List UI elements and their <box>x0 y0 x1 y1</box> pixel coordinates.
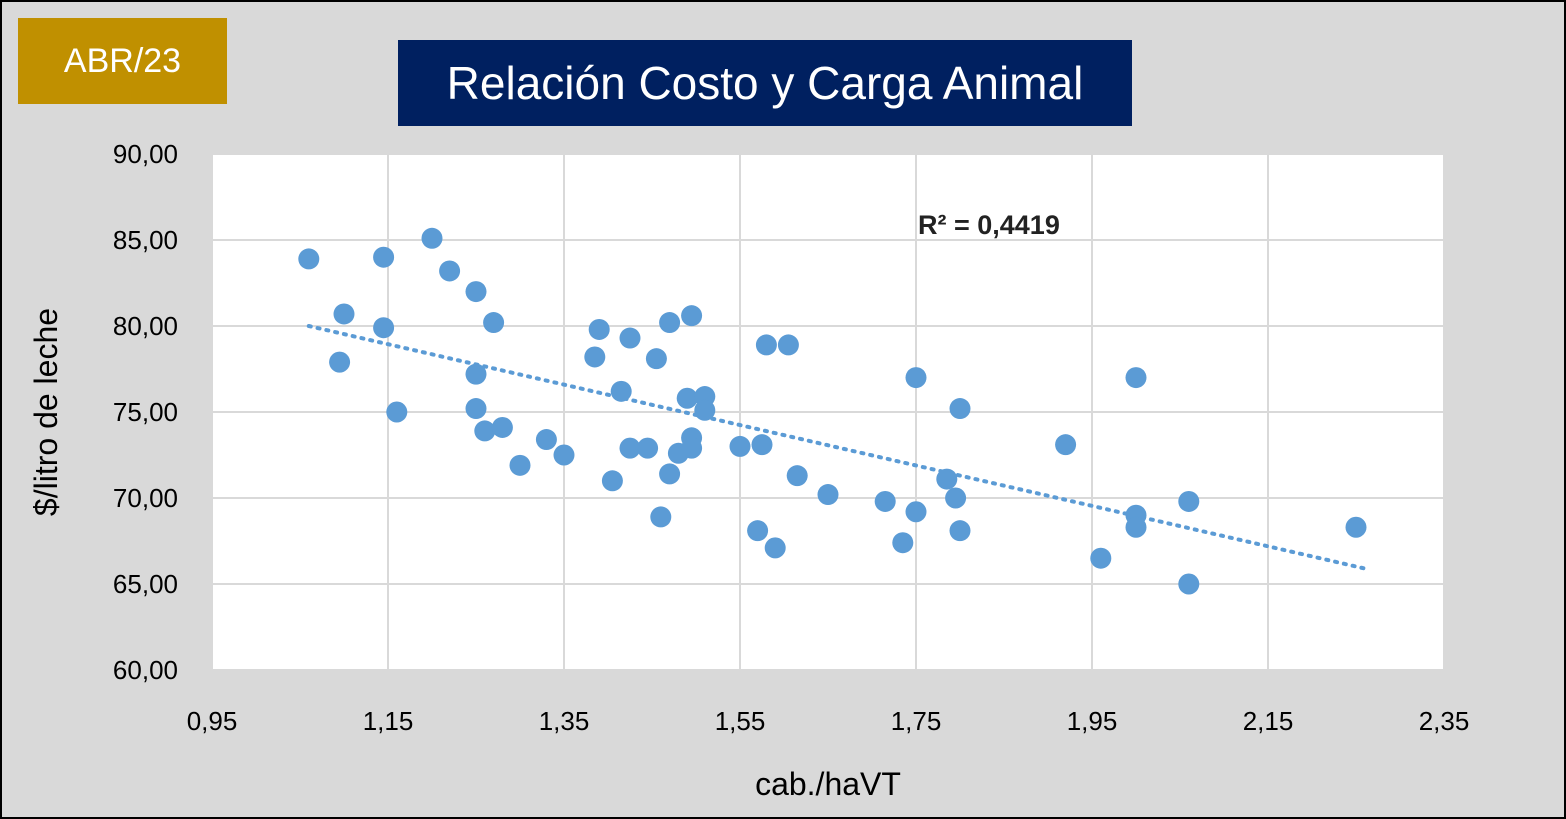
data-points <box>298 227 1367 595</box>
data-point <box>439 260 461 282</box>
data-point <box>474 420 496 442</box>
data-point <box>619 437 641 459</box>
data-point <box>945 487 967 509</box>
y-tick-label: 60,00 <box>113 655 178 685</box>
trendline <box>306 324 1367 571</box>
data-point <box>610 380 632 402</box>
data-point <box>1125 516 1147 538</box>
x-tick-labels: 0,95 1,15 1,35 1,55 1,75 1,95 2,15 2,35 <box>187 706 1470 736</box>
data-point <box>1090 547 1112 569</box>
data-point <box>729 435 751 457</box>
data-point <box>659 463 681 485</box>
x-tick-label: 1,95 <box>1067 706 1118 736</box>
data-point <box>892 532 914 554</box>
data-point <box>1345 516 1367 538</box>
data-point <box>619 327 641 349</box>
data-point <box>949 398 971 420</box>
data-point <box>421 227 443 249</box>
data-point <box>1055 434 1077 456</box>
data-point <box>645 348 667 370</box>
data-point <box>874 490 896 512</box>
data-point <box>584 346 606 368</box>
data-point <box>905 367 927 389</box>
data-point <box>373 317 395 339</box>
x-tick-label: 2,35 <box>1419 706 1470 736</box>
data-point <box>535 429 557 451</box>
data-point <box>1178 573 1200 595</box>
x-tick-label: 1,75 <box>891 706 942 736</box>
r-squared-annotation: R² = 0,4419 <box>918 210 1060 240</box>
data-point <box>755 334 777 356</box>
trendline-path <box>306 324 1367 571</box>
y-axis-title: $/litro de leche <box>28 308 64 516</box>
data-point <box>777 334 799 356</box>
x-axis-title: cab./haVT <box>755 766 901 802</box>
data-point <box>333 303 355 325</box>
y-tick-label: 75,00 <box>113 397 178 427</box>
data-point <box>298 248 320 270</box>
data-point <box>601 470 623 492</box>
chart-title: Relación Costo y Carga Animal <box>398 40 1132 126</box>
data-point <box>1125 367 1147 389</box>
y-tick-label: 65,00 <box>113 569 178 599</box>
data-point <box>491 416 513 438</box>
data-point <box>659 312 681 334</box>
data-point <box>905 501 927 523</box>
y-tick-label: 70,00 <box>113 483 178 513</box>
x-tick-label: 1,55 <box>715 706 766 736</box>
data-point <box>637 437 659 459</box>
y-tick-label: 80,00 <box>113 311 178 341</box>
data-point <box>509 454 531 476</box>
data-point <box>386 401 408 423</box>
y-tick-label: 90,00 <box>113 139 178 169</box>
data-point <box>764 537 786 559</box>
data-point <box>553 444 575 466</box>
data-point <box>681 437 703 459</box>
data-point <box>588 318 610 340</box>
data-point <box>465 363 487 385</box>
data-point <box>936 468 958 490</box>
data-point <box>751 434 773 456</box>
data-point <box>465 281 487 303</box>
x-tick-label: 0,95 <box>187 706 238 736</box>
period-badge: ABR/23 <box>18 18 227 104</box>
data-point <box>373 246 395 268</box>
data-point <box>650 506 672 528</box>
data-point <box>817 484 839 506</box>
x-tick-label: 1,15 <box>363 706 414 736</box>
data-point <box>1178 490 1200 512</box>
data-point <box>676 387 698 409</box>
data-point <box>747 520 769 542</box>
gridlines <box>211 153 1445 671</box>
data-point <box>681 305 703 327</box>
data-point <box>786 465 808 487</box>
data-point <box>694 399 716 421</box>
data-point <box>483 312 505 334</box>
x-tick-label: 2,15 <box>1243 706 1294 736</box>
x-tick-label: 1,35 <box>539 706 590 736</box>
y-tick-label: 85,00 <box>113 225 178 255</box>
data-point <box>465 398 487 420</box>
y-tick-labels: 90,00 85,00 80,00 75,00 70,00 65,00 60,00 <box>113 139 178 685</box>
data-point <box>949 520 971 542</box>
data-point <box>329 351 351 373</box>
